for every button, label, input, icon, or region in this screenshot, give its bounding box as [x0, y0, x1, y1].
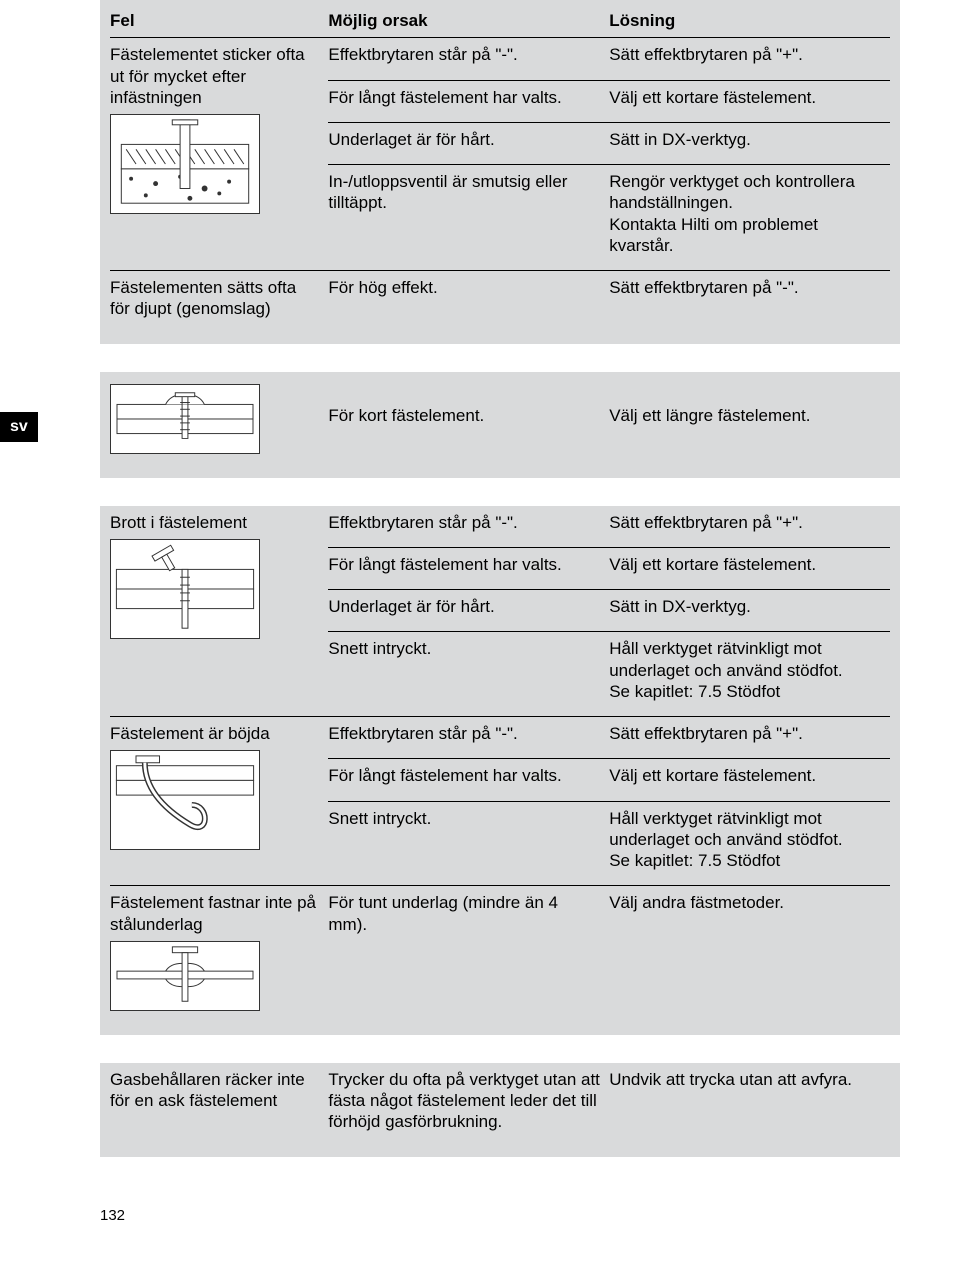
fel-text: Fästelement fastnar inte på stålunderlag: [110, 892, 320, 935]
table-row: Fästelement fastnar inte på stålunderlag…: [110, 886, 890, 1025]
illustration-steel: [110, 941, 260, 1011]
fel-text: Fästelementen sätts ofta för djupt (geno…: [110, 271, 328, 334]
header-losning: Lösning: [609, 0, 890, 38]
illustration-bent: [110, 750, 260, 850]
cause-text: För tunt underlag (mindre än 4 mm).: [328, 886, 609, 1025]
solution-text: Håll verktyget rätvinkligt mot underlage…: [609, 801, 890, 886]
table-row: Fästelement är böjda Effektbrytaren står…: [110, 717, 890, 759]
solution-text: Håll verktyget rätvinkligt mot underlage…: [609, 632, 890, 717]
solution-text: Rengör verktyget och kontrollera handstä…: [609, 165, 890, 271]
cause-text: Effektbrytaren står på "-".: [328, 38, 609, 80]
table-row: Fästelementet sticker ofta ut för mycket…: [110, 38, 890, 80]
cause-text: För långt fästelement har valts.: [328, 80, 609, 122]
illustration-deep: [110, 384, 260, 454]
document-page: Fel Möjlig orsak Lösning Fästelementet s…: [0, 0, 960, 1264]
solution-text: Sätt effektbrytaren på "-".: [609, 271, 890, 334]
solution-text: Välj ett kortare fästelement.: [609, 80, 890, 122]
illustration-break: [110, 539, 260, 639]
cause-text: Trycker du ofta på verktyget utan att fä…: [328, 1063, 609, 1147]
fel-text: Fästelementet sticker ofta ut för mycket…: [110, 44, 320, 108]
fel-text: Brott i fästelement: [110, 512, 320, 533]
language-tag: sv: [0, 412, 38, 442]
solution-text: Välj andra fästmetoder.: [609, 886, 890, 1025]
fel-text: Gasbehållaren räcker inte för en ask fäs…: [110, 1063, 328, 1147]
table-block-1: Fel Möjlig orsak Lösning Fästelementet s…: [100, 0, 900, 344]
table-row: Fästelementen sätts ofta för djupt (geno…: [110, 271, 890, 334]
cause-text: Effektbrytaren står på "-".: [328, 506, 609, 548]
cause-text: Effektbrytaren står på "-".: [328, 717, 609, 759]
header-orsak: Möjlig orsak: [328, 0, 609, 38]
cause-text: För hög effekt.: [328, 271, 609, 334]
solution-text: Sätt effektbrytaren på "+".: [609, 38, 890, 80]
cause-text: Snett intryckt.: [328, 801, 609, 886]
table-row: Gasbehållaren räcker inte för en ask fäs…: [110, 1063, 890, 1147]
cause-text: Underlaget är för hårt.: [328, 122, 609, 164]
solution-text: Välj ett längre fästelement.: [609, 372, 890, 468]
table-block-3: Brott i fästelement: [100, 506, 900, 1035]
table-row: För kort fästelement. Välj ett längre fä…: [110, 372, 890, 468]
header-fel: Fel: [110, 0, 328, 38]
table-block-2: sv För kort fästelement.: [100, 372, 900, 478]
header-row: Fel Möjlig orsak Lösning: [110, 0, 890, 38]
solution-text: Sätt in DX-verktyg.: [609, 590, 890, 632]
table-row: Brott i fästelement: [110, 506, 890, 548]
page-number: 132: [100, 1207, 900, 1224]
solution-text: Sätt in DX-verktyg.: [609, 122, 890, 164]
cause-text: För långt fästelement har valts.: [328, 547, 609, 589]
fel-text: Fästelement är böjda: [110, 723, 320, 744]
illustration-protruding: [110, 114, 260, 214]
solution-text: Välj ett kortare fästelement.: [609, 547, 890, 589]
cause-text: Snett intryckt.: [328, 632, 609, 717]
solution-text: Sätt effektbrytaren på "+".: [609, 717, 890, 759]
cause-text: In-/utloppsventil är smutsig eller tillt…: [328, 165, 609, 271]
cause-text: Underlaget är för hårt.: [328, 590, 609, 632]
solution-text: Välj ett kortare fästelement.: [609, 759, 890, 801]
solution-text: Sätt effektbrytaren på "+".: [609, 506, 890, 548]
cause-text: För långt fästelement har valts.: [328, 759, 609, 801]
table-block-4: Gasbehållaren räcker inte för en ask fäs…: [100, 1063, 900, 1157]
solution-text: Undvik att trycka utan att avfyra.: [609, 1063, 890, 1147]
cause-text: För kort fästelement.: [328, 372, 609, 468]
